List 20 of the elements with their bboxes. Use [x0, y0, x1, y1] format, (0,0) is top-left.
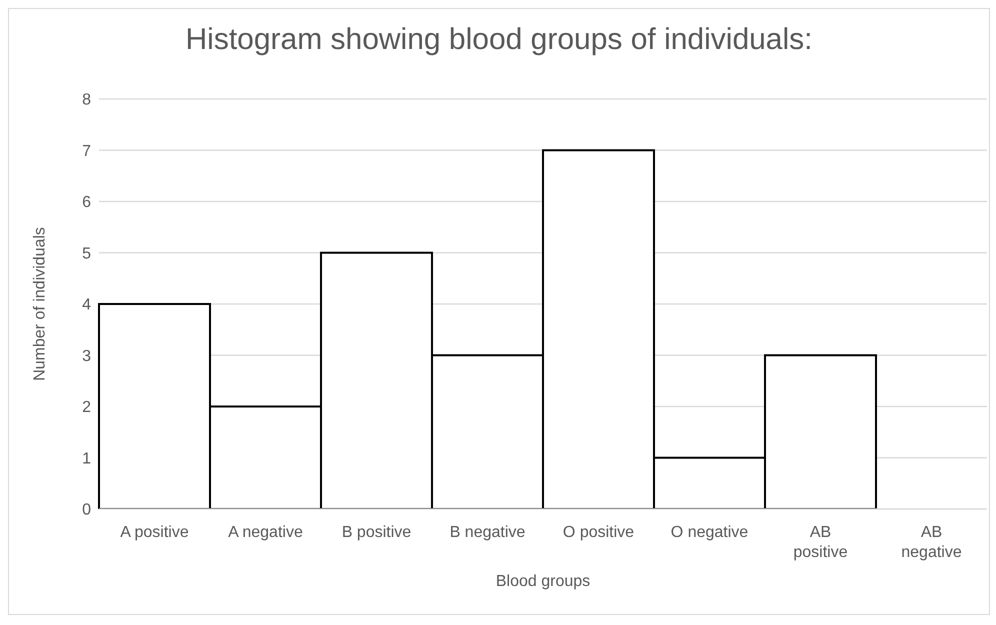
x-tick-label: A negative: [228, 524, 303, 541]
chart-title: Histogram showing blood groups of individuals:: [184, 23, 814, 57]
y-tick-label: 6: [82, 194, 92, 212]
x-tick-label: O negative: [670, 524, 748, 541]
x-tick-label: B positive: [342, 524, 412, 541]
x-tick-label: A positive: [120, 524, 189, 541]
y-tick-label: 0: [82, 502, 92, 519]
x-tick-label: O positive: [562, 524, 634, 541]
x-tick-label: AB positive: [793, 524, 848, 561]
y-tick-label: 7: [82, 142, 92, 160]
x-tick-label: B negative: [450, 524, 526, 541]
y-tick-label: 4: [82, 296, 92, 314]
y-tick-label: 3: [82, 348, 92, 365]
y-tick-label: 2: [82, 399, 92, 416]
y-tick-label: 1: [82, 450, 92, 468]
x-tick-label: AB negative: [901, 524, 962, 561]
y-tick-label: 5: [82, 245, 92, 262]
y-tick-label: 8: [82, 92, 92, 109]
y-axis-title: Number of individuals: [32, 227, 49, 381]
x-axis-title: Blood groups: [496, 573, 590, 590]
